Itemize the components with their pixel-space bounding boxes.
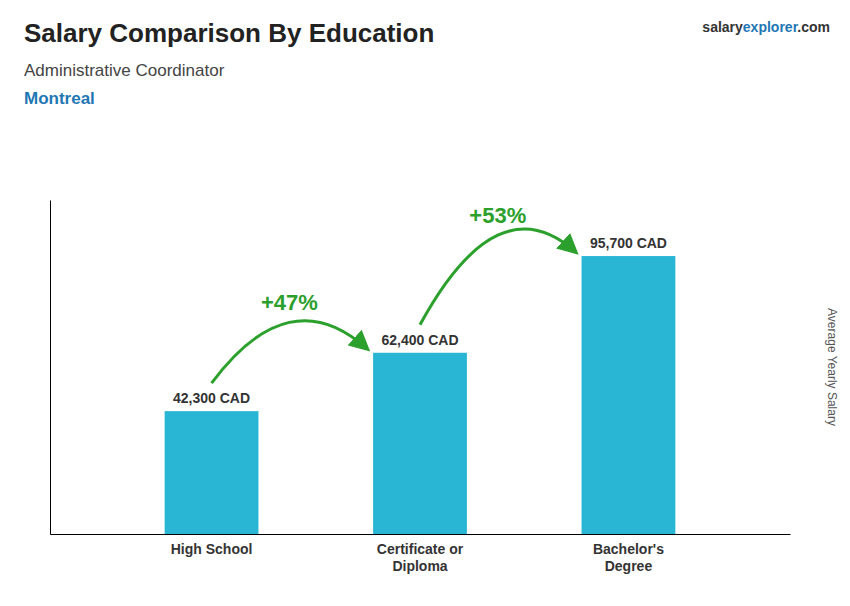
x-tick: Bachelor'sDegree bbox=[593, 541, 664, 574]
x-tick: Certificate orDiploma bbox=[377, 541, 464, 574]
brand-part: explorer bbox=[743, 19, 799, 35]
subtitle: Administrative Coordinator bbox=[24, 61, 225, 80]
x-tick-label: Bachelor'sDegree bbox=[593, 541, 664, 574]
x-tick-label-line: Degree bbox=[605, 558, 653, 574]
bar bbox=[582, 256, 676, 534]
data-labels: 42,300 CAD 62,400 CAD 95,700 CAD bbox=[173, 235, 667, 406]
change-label: +53% bbox=[469, 203, 526, 228]
y-label: Average Yearly Salary bbox=[825, 308, 839, 426]
data-label: 95,700 CAD bbox=[590, 235, 667, 251]
data-label: 62,400 CAD bbox=[381, 332, 458, 348]
bar bbox=[373, 353, 467, 534]
x-tick-label-line: High School bbox=[171, 541, 253, 557]
x-axis-line bbox=[51, 534, 791, 535]
x-axis: High School Certificate orDiploma Bachelor… bbox=[51, 535, 791, 574]
y-axis-line bbox=[50, 201, 51, 535]
x-tick-label-line: Diploma bbox=[392, 558, 447, 574]
x-tick-label-line: Bachelor's bbox=[593, 541, 664, 557]
x-tick-label: Certificate orDiploma bbox=[377, 541, 464, 574]
plot: High School Certificate orDiploma Bachelor… bbox=[51, 201, 791, 574]
x-tick: High School bbox=[171, 541, 253, 557]
change-arrow bbox=[212, 321, 368, 383]
x-tick-label-line: Certificate or bbox=[377, 541, 464, 557]
brand-part: .com bbox=[797, 19, 830, 35]
title: Salary Comparison By Education bbox=[24, 18, 434, 48]
bar bbox=[165, 411, 259, 534]
chart-svg: Salary Comparison By Education Administra… bbox=[0, 0, 850, 606]
bars bbox=[165, 256, 676, 534]
change-label: +47% bbox=[261, 290, 318, 315]
x-tick-label: High School bbox=[171, 541, 253, 557]
data-label: 42,300 CAD bbox=[173, 390, 250, 406]
annotations: +47% +53% bbox=[212, 203, 576, 383]
brand: salaryexplorer.com bbox=[702, 19, 830, 35]
brand-part: salary bbox=[702, 19, 743, 35]
y-axis bbox=[50, 201, 51, 535]
chart-container: Salary Comparison By Education Administra… bbox=[0, 0, 850, 606]
change-arrow bbox=[420, 229, 576, 325]
subtitle: Montreal bbox=[24, 89, 95, 108]
